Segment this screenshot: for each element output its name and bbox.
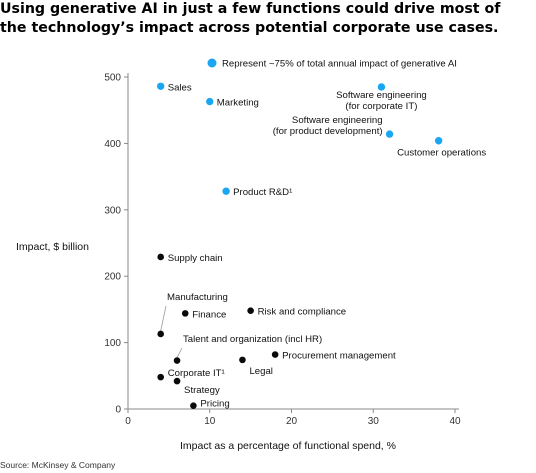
point-label: Procurement management	[282, 351, 396, 362]
leader-lines	[160, 305, 183, 358]
point-label: Strategy	[184, 385, 220, 396]
point-label: Sales	[168, 82, 192, 93]
y-tick-label: 200	[104, 272, 121, 283]
x-tick-label: 0	[125, 416, 131, 427]
point-label: Pricing	[200, 399, 229, 410]
leader-line	[160, 305, 167, 332]
point-label: Supply chain	[168, 253, 223, 264]
point-label: Marketing	[217, 98, 259, 109]
highlight-point	[222, 187, 230, 195]
y-tick-label: 0	[115, 405, 121, 416]
highlight-point	[157, 82, 165, 90]
highlight-point	[385, 130, 394, 138]
y-tick-label: 500	[104, 73, 121, 84]
legend: Represent ~75% of total annual impact of…	[207, 58, 457, 70]
y-tick-label: 400	[104, 139, 121, 150]
point-label: Risk and compliance	[258, 307, 347, 318]
point-label: Product R&D¹	[233, 187, 292, 198]
source-note: Source: McKinsey & Company	[0, 460, 116, 470]
data-point	[157, 330, 164, 338]
x-tick-label: 30	[368, 416, 380, 427]
y-tick-label: 100	[104, 338, 121, 349]
legend-label: Represent ~75% of total annual impact of…	[222, 59, 457, 70]
legend-marker	[207, 58, 217, 68]
point-label: Legal	[249, 366, 272, 377]
data-points	[157, 82, 443, 409]
highlight-point	[206, 97, 214, 106]
y-tick-label: 300	[104, 205, 121, 216]
x-tick-label: 40	[449, 416, 461, 427]
data-point	[173, 377, 181, 385]
data-point	[239, 356, 246, 364]
data-point	[247, 307, 254, 315]
axes: 0 100 200 300 400 500 0 10 20 30 40	[104, 73, 461, 428]
x-tick-label: 10	[204, 416, 216, 427]
x-tick-label: 20	[286, 416, 298, 427]
x-axis-title: Impact as a percentage of functional spe…	[180, 440, 396, 452]
leader-line	[176, 347, 183, 358]
point-label: Customer operations	[397, 148, 486, 159]
point-label: Software engineering (for corporate IT)	[336, 90, 427, 112]
data-point	[157, 253, 164, 261]
point-label: Software engineering (for product develop…	[273, 115, 383, 137]
data-point	[157, 373, 164, 381]
highlight-point	[377, 83, 386, 91]
data-point	[271, 351, 279, 358]
point-label: Corporate IT¹	[168, 368, 225, 379]
point-label: Finance	[192, 309, 226, 320]
point-label: Talent and organization (incl HR)	[183, 334, 322, 345]
point-label: Manufacturing	[167, 292, 228, 303]
chart-title: Using generative AI in just a few functi…	[0, 1, 501, 36]
highlight-point	[434, 137, 443, 145]
data-point	[181, 310, 189, 317]
data-point	[190, 402, 197, 409]
data-point	[173, 357, 181, 364]
point-labels: Sales Marketing Software engineering (for c…	[167, 82, 486, 409]
y-axis-title: Impact, $ billion	[16, 241, 89, 253]
